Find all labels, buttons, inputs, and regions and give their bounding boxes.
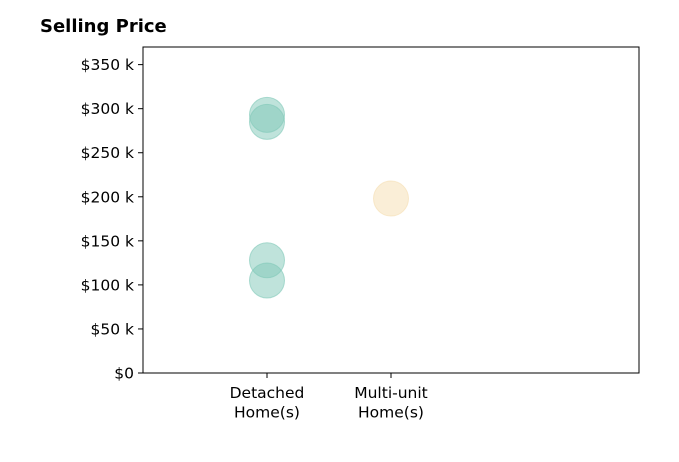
- y-tick-label: $300 k: [81, 100, 134, 118]
- points-layer: [249, 96, 409, 299]
- axes-layer: $0 $50 k $100 k $150 k $200 k $250 k $300 k $35…: [81, 46, 640, 422]
- y-tick-label: $250 k: [81, 144, 134, 162]
- chart-title: Selling Price: [40, 16, 167, 37]
- y-tick-label: $350 k: [81, 56, 134, 74]
- y-tick-label: $0: [114, 365, 134, 383]
- data-point: [373, 180, 409, 217]
- y-tick-label: $200 k: [81, 188, 134, 206]
- data-point: [249, 262, 285, 299]
- y-tick-label: $100 k: [81, 276, 134, 294]
- x-tick-label: Detached Home(s): [230, 384, 305, 422]
- x-tick-label: Multi-unit Home(s): [354, 384, 428, 422]
- y-tick-label: $150 k: [81, 232, 134, 250]
- y-tick-label: $50 k: [91, 320, 135, 338]
- data-point: [249, 103, 285, 140]
